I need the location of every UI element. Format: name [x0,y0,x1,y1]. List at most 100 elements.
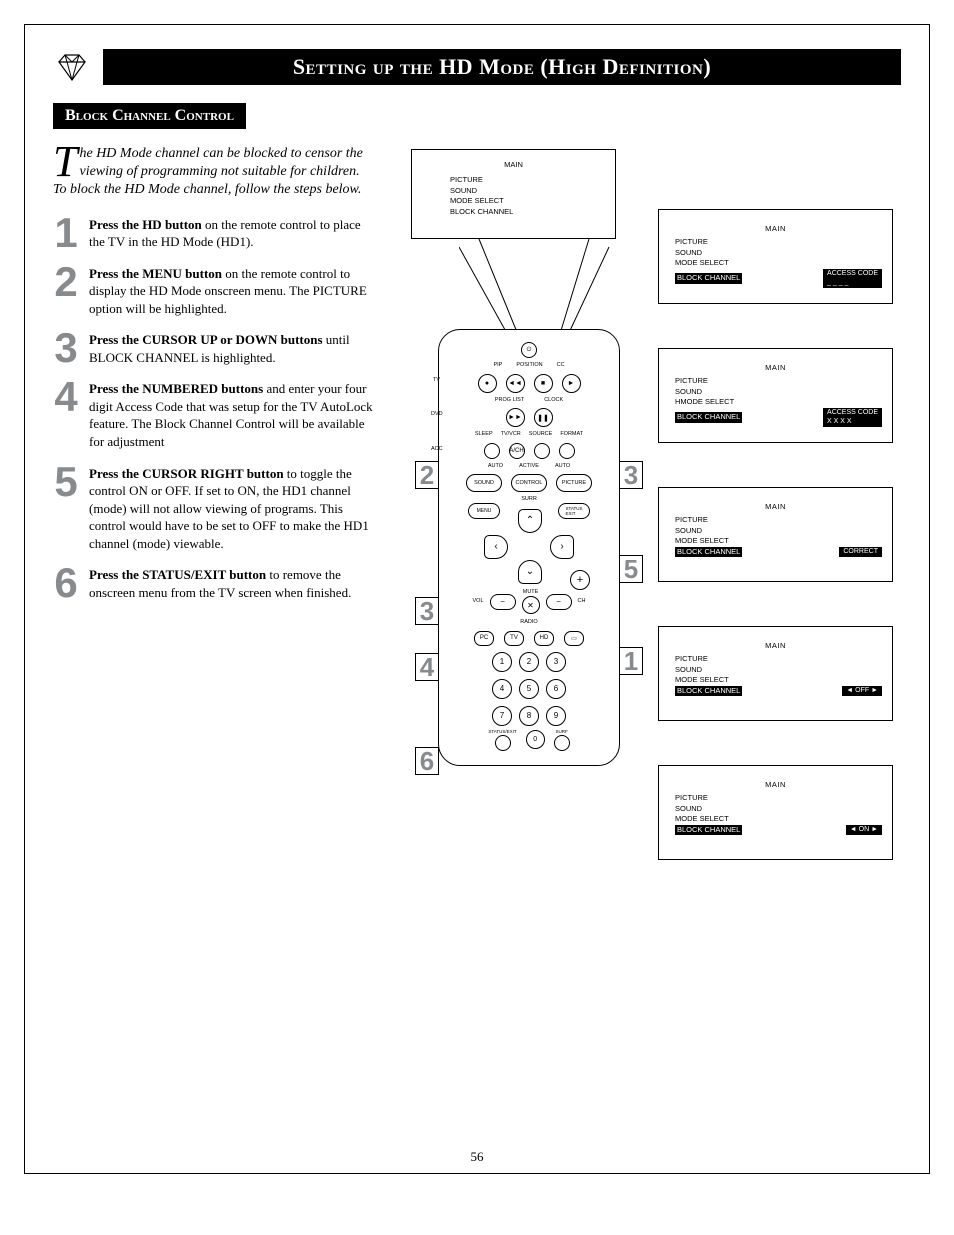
label-format: FORMAT [560,432,583,438]
label-position: POSITION [516,363,542,369]
osd-item: MODE SELECT [450,196,605,207]
step-3: 3 Press the CURSOR UP or DOWN buttons un… [53,331,373,366]
power-button[interactable]: ⏻ [521,342,537,358]
page-title-bar: Setting up the HD Mode (High Definition) [103,49,901,85]
source-row: PC TV HD ▭ [449,631,609,646]
osd-item: PICTURE [675,654,882,665]
osd-item: SOUND [675,665,882,676]
vol-ch-row: VOL − MUTE ✕ − CH [449,590,609,615]
play-button[interactable]: ► [562,374,581,393]
num-9-button[interactable]: 9 [546,706,566,726]
osd-title: MAIN [422,160,605,169]
hd-source-button[interactable]: HD [534,631,554,646]
label-proglist: PROG LIST [495,398,524,404]
step-num: 4 [53,380,79,414]
num-4-button[interactable]: 4 [492,679,512,699]
status-exit-top[interactable]: STATUSEXIT [558,503,590,519]
side-label-tv: TV [433,378,440,384]
pc-source-button[interactable]: PC [474,631,494,646]
text-column: The HD Mode channel can be blocked to ce… [53,139,373,615]
callout-1: 1 [619,647,643,675]
rewind-button[interactable]: ◄◄ [506,374,525,393]
cursor-right-button[interactable]: › [550,535,574,559]
num-7-button[interactable]: 7 [492,706,512,726]
label-source: SOURCE [529,432,553,438]
ch-button[interactable]: − [546,594,572,610]
num-8-button[interactable]: 8 [519,706,539,726]
osd-screen-4: MAIN PICTURE SOUND MODE SELECT BLOCK CHA… [658,487,893,582]
osd-item: BLOCK CHANNEL [450,207,605,218]
step-text: Press the CURSOR RIGHT button to toggle … [89,465,373,553]
plus-button[interactable]: + [570,570,590,590]
label-auto1: AUTO [488,464,503,470]
osd-item: PICTURE [675,237,882,248]
section-title: Block Channel Control [53,103,246,129]
num-3-button[interactable]: 3 [546,652,566,672]
stop-button[interactable]: ■ [534,374,553,393]
status-exit-button[interactable] [495,735,511,751]
step-num: 5 [53,465,79,499]
remote-control: ⏻ PIP POSITION CC TV ● ◄◄ ■ ► [438,329,620,766]
aux-source-button[interactable]: ▭ [564,631,584,646]
num-5-button[interactable]: 5 [519,679,539,699]
rec-button[interactable]: ● [478,374,497,393]
source-button[interactable] [534,443,550,459]
osd-item: PICTURE [675,376,882,387]
ach-button[interactable]: A/CH [509,443,525,459]
osd-item: MODE SELECT [675,814,882,825]
format-button[interactable] [559,443,575,459]
osd-stack: MAIN PICTURE SOUND MODE SELECT BLOCK CHA… [658,209,893,860]
step-text: Press the STATUS/EXIT button to remove t… [89,566,373,601]
label-surr: SURR [521,497,537,503]
sound-button[interactable]: SOUND [466,474,502,492]
osd-screen-1: MAIN PICTURE SOUND MODE SELECT BLOCK CHA… [411,149,616,239]
callout-4: 4 [415,653,439,681]
intro-text: he HD Mode channel can be blocked to cen… [53,146,363,197]
callout-3-right: 3 [619,461,643,489]
osd-item: SOUND [675,387,882,398]
num-6-button[interactable]: 6 [546,679,566,699]
step-2: 2 Press the MENU button on the remote co… [53,265,373,318]
osd-value: ACCESS CODE_ _ _ _ [823,269,882,289]
osd-item-picture: PICTURE [450,175,483,184]
osd-title: MAIN [669,363,882,372]
content-columns: The HD Mode channel can be blocked to ce… [53,139,901,615]
osd-value: ◄ ON ► [846,825,882,835]
osd-item: SOUND [675,804,882,815]
step-6: 6 Press the STATUS/EXIT button to remove… [53,566,373,601]
osd-screen-6: MAIN PICTURE SOUND MODE SELECT BLOCK CHA… [658,765,893,860]
radio-label: RADIO [520,620,537,626]
tv-source-button[interactable]: TV [504,631,524,646]
menu-button[interactable]: MENU [468,503,500,519]
control-button[interactable]: CONTROL [511,474,547,492]
surf-button[interactable] [554,735,570,751]
cursor-up-button[interactable]: ⌃ [518,509,542,533]
vol-button[interactable]: − [490,594,516,610]
num-1-button[interactable]: 1 [492,652,512,672]
sleep-button[interactable] [484,443,500,459]
osd-title: MAIN [669,502,882,511]
picture-button[interactable]: PICTURE [556,474,592,492]
diagram-column: MAIN PICTURE SOUND MODE SELECT BLOCK CHA… [389,139,901,615]
osd-item: SOUND [675,526,882,537]
cursor-down-button[interactable]: ⌄ [518,560,542,584]
num-2-button[interactable]: 2 [519,652,539,672]
num-0-button[interactable]: 0 [526,730,545,749]
pause-button[interactable]: ❚❚ [534,408,553,427]
cursor-left-button[interactable]: ‹ [484,535,508,559]
mute-button[interactable]: ✕ [522,596,540,614]
osd-item-block: BLOCK CHANNEL [675,412,742,423]
osd-item-block: BLOCK CHANNEL [675,686,742,697]
label-cc: CC [557,363,565,369]
step-num: 3 [53,331,79,365]
osd-menu-list: PICTURE SOUND MODE SELECT BLOCK CHANNEL [422,175,605,217]
callout-2: 2 [415,461,439,489]
ff-button[interactable]: ►► [506,408,525,427]
step-text: Press the CURSOR UP or DOWN buttons unti… [89,331,373,366]
header-row: Setting up the HD Mode (High Definition) [53,49,901,85]
callout-5: 5 [619,555,643,583]
remote-wrap: ⏻ PIP POSITION CC TV ● ◄◄ ■ ► [419,329,639,766]
osd-item: PICTURE [675,793,882,804]
step-num: 6 [53,566,79,600]
osd-item: MODE SELECT [675,675,882,686]
